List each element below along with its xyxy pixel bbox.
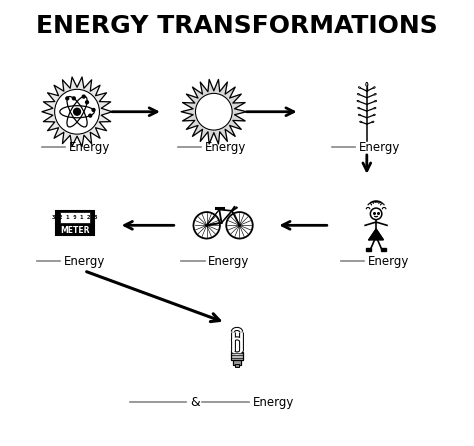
FancyBboxPatch shape (233, 359, 241, 364)
Ellipse shape (366, 83, 368, 87)
FancyBboxPatch shape (231, 352, 243, 360)
Text: Energy: Energy (253, 396, 295, 409)
Circle shape (206, 224, 208, 226)
Text: Energy: Energy (69, 141, 110, 154)
Text: ENERGY TRANSFORMATIONS: ENERGY TRANSFORMATIONS (36, 14, 438, 38)
Ellipse shape (357, 94, 360, 95)
Circle shape (89, 114, 91, 117)
Text: Energy: Energy (208, 255, 250, 268)
Circle shape (239, 224, 240, 226)
Text: 3 2 1 0 1 2 3: 3 2 1 0 1 2 3 (52, 215, 98, 220)
Ellipse shape (357, 100, 359, 102)
Circle shape (82, 95, 85, 98)
Circle shape (55, 89, 100, 134)
Ellipse shape (358, 114, 361, 116)
Ellipse shape (358, 87, 361, 88)
Circle shape (92, 108, 95, 112)
Ellipse shape (372, 121, 374, 123)
Text: &: & (191, 396, 201, 409)
Ellipse shape (373, 114, 375, 116)
Text: Energy: Energy (368, 255, 410, 268)
Text: Energy: Energy (359, 141, 401, 154)
Text: Energy: Energy (64, 255, 105, 268)
Ellipse shape (374, 107, 376, 109)
Ellipse shape (360, 121, 362, 123)
FancyBboxPatch shape (235, 364, 239, 367)
Ellipse shape (373, 87, 375, 88)
Circle shape (86, 101, 89, 103)
Text: Energy: Energy (205, 141, 246, 154)
Ellipse shape (374, 94, 376, 95)
Polygon shape (381, 248, 386, 251)
Text: METER: METER (60, 226, 90, 235)
Ellipse shape (358, 107, 360, 109)
Polygon shape (369, 229, 383, 240)
FancyBboxPatch shape (60, 212, 90, 223)
Circle shape (73, 108, 81, 115)
Polygon shape (42, 77, 112, 146)
Circle shape (66, 97, 69, 100)
Circle shape (195, 93, 232, 130)
Circle shape (73, 97, 75, 100)
Polygon shape (181, 79, 246, 144)
FancyBboxPatch shape (55, 211, 94, 235)
Ellipse shape (374, 100, 377, 102)
Polygon shape (366, 248, 371, 251)
